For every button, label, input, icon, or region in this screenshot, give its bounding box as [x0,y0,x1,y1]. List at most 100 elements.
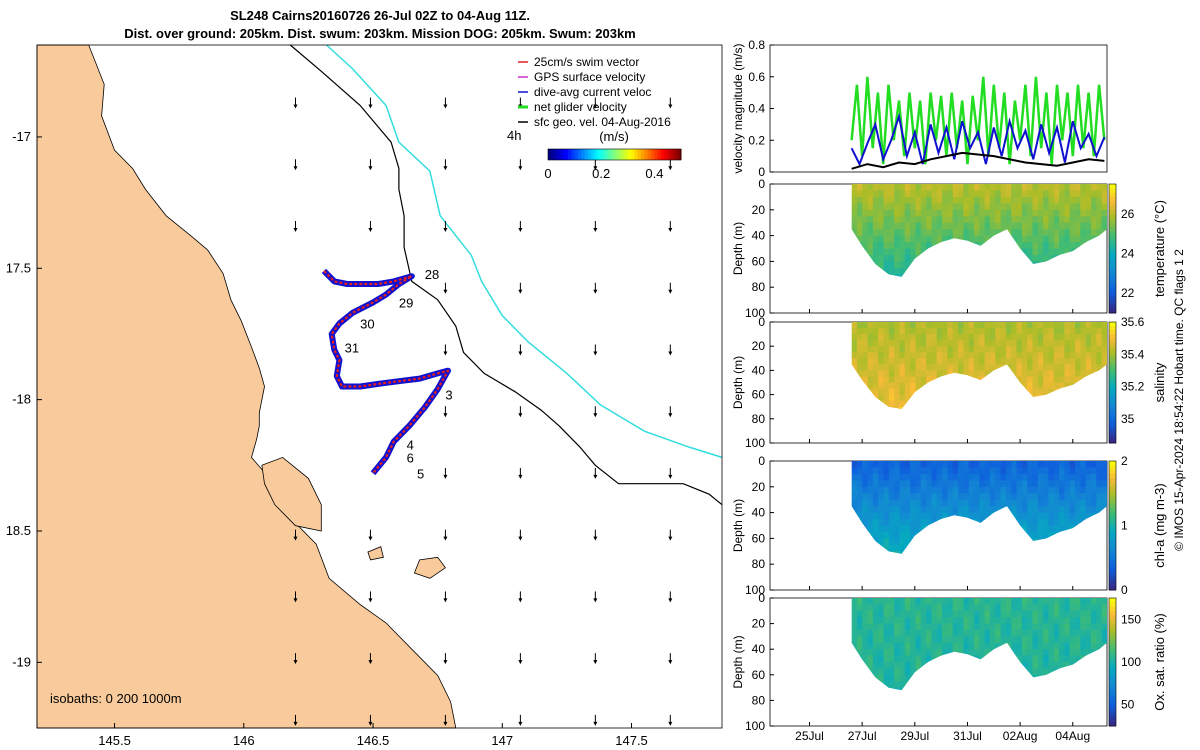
section-cell [1016,328,1023,335]
colorbar-cell [1109,662,1116,667]
section-cell [1037,358,1044,365]
section-cell [872,531,879,539]
section-cell [894,649,901,657]
section-cell [1032,649,1039,657]
section-cell [1080,334,1087,341]
colorbar-cell [1109,499,1116,505]
colorbar-cell [1109,627,1116,633]
track-day-label: 6 [407,451,414,466]
section-cell [1027,655,1034,663]
section-cell [894,674,901,682]
section-cell [878,184,885,192]
section-cell [883,242,890,250]
section-cell [878,388,885,396]
section-cell [1021,358,1028,365]
map-xtick-label: 145.5 [98,733,131,748]
section-cell [888,248,895,256]
section-cell [1016,322,1023,329]
section-cell [856,340,863,347]
section-cell [1053,322,1060,329]
depth-tick-label: 0 [758,454,765,468]
section-cell [862,636,869,644]
section-cell [1032,473,1039,481]
section-cell [851,229,858,237]
section-cell [899,687,906,691]
section-cell [920,610,927,618]
colorbar-cell [1109,278,1116,284]
section-cell [973,610,980,618]
geo-vector-head [368,536,373,541]
section-cell [984,364,991,371]
section-cell [926,499,933,507]
section-cell [1059,203,1066,211]
section-cell [973,222,980,230]
section-cell [1069,364,1076,371]
section-cell [1011,196,1018,204]
section-cell [888,681,895,689]
section-cell [867,358,874,365]
section-cell [1075,328,1081,335]
section-cell [1011,598,1018,605]
geo-vector-head [293,598,298,603]
section-cell [931,636,938,644]
section-cell [867,467,874,475]
section-cell [915,655,922,663]
section-cell [1059,480,1066,488]
section-cell [984,358,991,365]
section-cell [947,493,954,501]
colorbar-cell [1109,265,1116,271]
section-cell [920,493,927,501]
section-cell [931,473,938,481]
section-cell [888,388,895,396]
section-cell [1027,248,1034,256]
section-cell [1048,340,1055,347]
section-cell [931,617,938,625]
colorbar-cell [1109,623,1116,629]
section-cell [915,184,922,192]
section-cell [984,499,991,507]
section-cell [952,222,959,230]
section-cell [942,467,948,475]
section-cell [894,334,901,341]
section-cell [1069,655,1076,663]
section-cell [888,254,895,262]
colorbar-tick-label: 35.6 [1121,315,1145,329]
section-cell [968,190,975,198]
section-cell [1027,376,1034,384]
section-cell [984,229,991,237]
section-cell [984,506,991,514]
section-cell [1059,467,1066,475]
section-cell [1021,222,1028,230]
colorbar-label: salinity [1152,362,1167,402]
section-cell [1069,519,1076,527]
section-cell [958,216,964,224]
section-cell [1000,461,1007,469]
section-cell [926,190,933,198]
section-cell [856,506,863,514]
section-cell [872,668,879,676]
section-cell [1059,486,1066,494]
section-cell [1101,617,1107,625]
section-cell [920,480,927,488]
colorbar-tick-label: 100 [1121,655,1141,669]
section-cell [1053,196,1060,204]
section-cell [1080,370,1087,378]
section-cell [888,400,895,408]
section-cell [867,636,874,644]
section-cell [1064,480,1071,488]
section-cell [1080,229,1087,237]
section-cell [872,322,879,329]
section-cell [1075,649,1081,657]
section-cell [899,261,906,269]
section-cell [888,196,895,204]
section-cell [1075,352,1081,359]
section-cell [1091,461,1097,469]
section-cell [1080,506,1087,514]
section-cell [1016,203,1023,211]
colorbar-cell [1109,469,1116,475]
section-cell [888,493,895,501]
geo-vector-head [518,721,523,726]
section-cell [968,203,975,211]
section-cell [1048,512,1055,520]
